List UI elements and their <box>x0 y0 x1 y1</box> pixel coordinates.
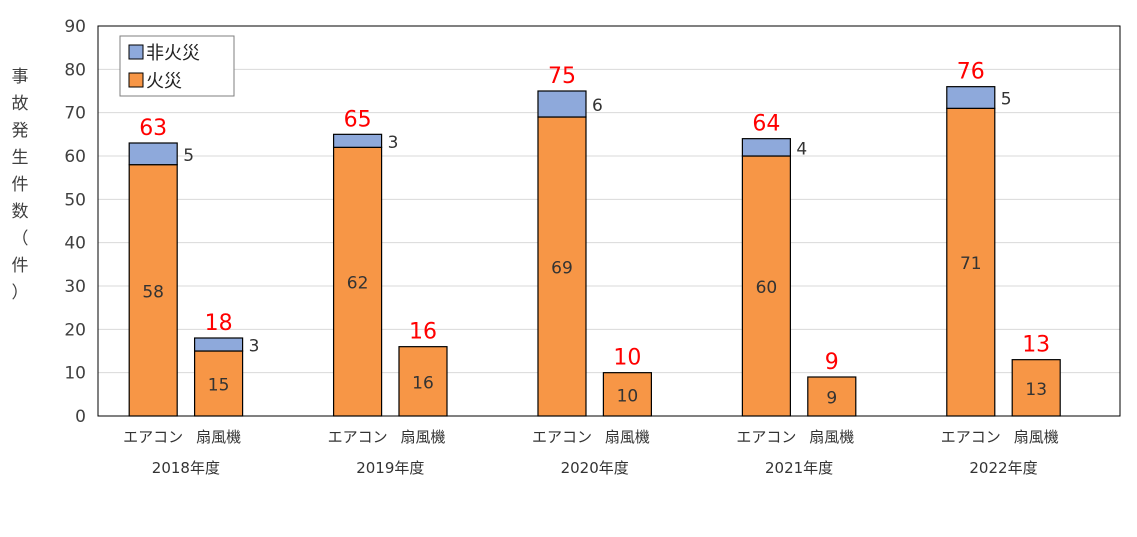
fire-value-label: 16 <box>412 373 434 393</box>
non-fire-value-label: 3 <box>249 337 260 357</box>
non-fire-value-label: 6 <box>592 96 603 116</box>
x-group-label: 2019年度 <box>356 459 424 477</box>
plot-frame <box>97 25 1121 417</box>
total-value-label: 75 <box>548 64 576 89</box>
fire-value-label: 10 <box>617 386 639 406</box>
y-tick-label: 40 <box>64 234 86 254</box>
total-value-label: 64 <box>752 112 780 137</box>
y-axis-label-char: 件 <box>12 175 29 195</box>
non-fire-value-label: 5 <box>183 146 194 166</box>
total-value-label: 76 <box>957 60 985 85</box>
x-category-label: エアコン <box>328 428 388 446</box>
bars <box>128 86 1061 417</box>
non-fire-value-label: 3 <box>388 133 399 153</box>
total-value-label: 63 <box>139 116 167 141</box>
x-group-label: 2018年度 <box>152 459 220 477</box>
bar-segment-non-fire <box>946 86 996 109</box>
legend-label-fire: 火災 <box>146 71 182 92</box>
x-category-label: 扇風機 <box>809 428 854 446</box>
y-axis-label-char: 発 <box>12 121 29 141</box>
y-tick-label: 80 <box>64 60 86 80</box>
x-category-label: エアコン <box>123 428 183 446</box>
x-category-label: エアコン <box>736 428 796 446</box>
fire-value-label: 58 <box>142 282 164 302</box>
x-category-label: 扇風機 <box>400 428 445 446</box>
y-axis-label-char: ） <box>12 283 29 303</box>
x-group-label: 2020年度 <box>561 459 629 477</box>
y-tick-label: 90 <box>64 17 86 37</box>
y-axis-label-char: 件 <box>12 256 29 276</box>
fire-value-label: 71 <box>960 254 982 274</box>
y-tick-label: 20 <box>64 320 86 340</box>
x-category-label: 扇風機 <box>196 428 241 446</box>
fire-value-label: 15 <box>208 376 230 396</box>
x-category-label: エアコン <box>941 428 1001 446</box>
y-tick-label: 10 <box>64 364 86 384</box>
bar-segment-non-fire <box>741 138 791 157</box>
bar-segment-non-fire <box>537 90 587 118</box>
y-axis-label-char: （ <box>12 229 29 249</box>
legend-swatch-fire <box>128 72 144 88</box>
data-labels: 5 58 63 3 15 18 3 62 65 16 16 6 69 75 10 10 4 60 64 9 9 5 71 76… <box>139 60 1050 409</box>
legend-swatch-non-fire <box>128 44 144 60</box>
bar-segment-non-fire <box>128 142 178 166</box>
total-value-label: 65 <box>344 107 372 132</box>
bar-segment-non-fire <box>332 133 383 148</box>
bar-segment-fire <box>946 107 996 417</box>
x-group-label: 2022年度 <box>969 459 1037 477</box>
total-value-label: 10 <box>613 346 641 371</box>
y-axis-label-char: 故 <box>12 94 29 114</box>
y-axis-label-char: 数 <box>12 202 29 222</box>
x-category-label: 扇風機 <box>1014 428 1059 446</box>
non-fire-value-label: 4 <box>796 139 807 159</box>
y-tick-label: 30 <box>64 277 86 297</box>
y-tick-label: 50 <box>64 190 86 210</box>
total-value-label: 13 <box>1022 333 1050 358</box>
bar-segment-fire <box>807 376 857 417</box>
fire-value-label: 69 <box>551 259 573 279</box>
x-category-label: エアコン <box>532 428 592 446</box>
x-group-label: 2021年度 <box>765 459 833 477</box>
y-tick-label: 60 <box>64 147 86 167</box>
total-value-label: 9 <box>825 350 839 375</box>
fire-value-label: 62 <box>347 274 369 294</box>
legend-label-non-fire: 非火災 <box>146 43 200 64</box>
total-value-label: 16 <box>409 320 437 345</box>
fire-value-label: 60 <box>756 278 778 298</box>
x-category-label: 扇風機 <box>605 428 650 446</box>
y-tick-label: 70 <box>64 104 86 124</box>
total-value-label: 18 <box>205 311 233 336</box>
legend: 非火災 火災 <box>119 35 235 97</box>
bar-segment-non-fire <box>193 337 244 352</box>
fire-value-label: 9 <box>826 389 837 409</box>
y-tick-label: 0 <box>75 407 86 427</box>
y-axis-label-char: 生 <box>12 148 29 168</box>
y-axis-label-char: 事 <box>12 67 29 87</box>
fire-value-label: 13 <box>1025 380 1047 400</box>
bar-segment-fire <box>128 164 178 417</box>
non-fire-value-label: 5 <box>1001 90 1012 110</box>
